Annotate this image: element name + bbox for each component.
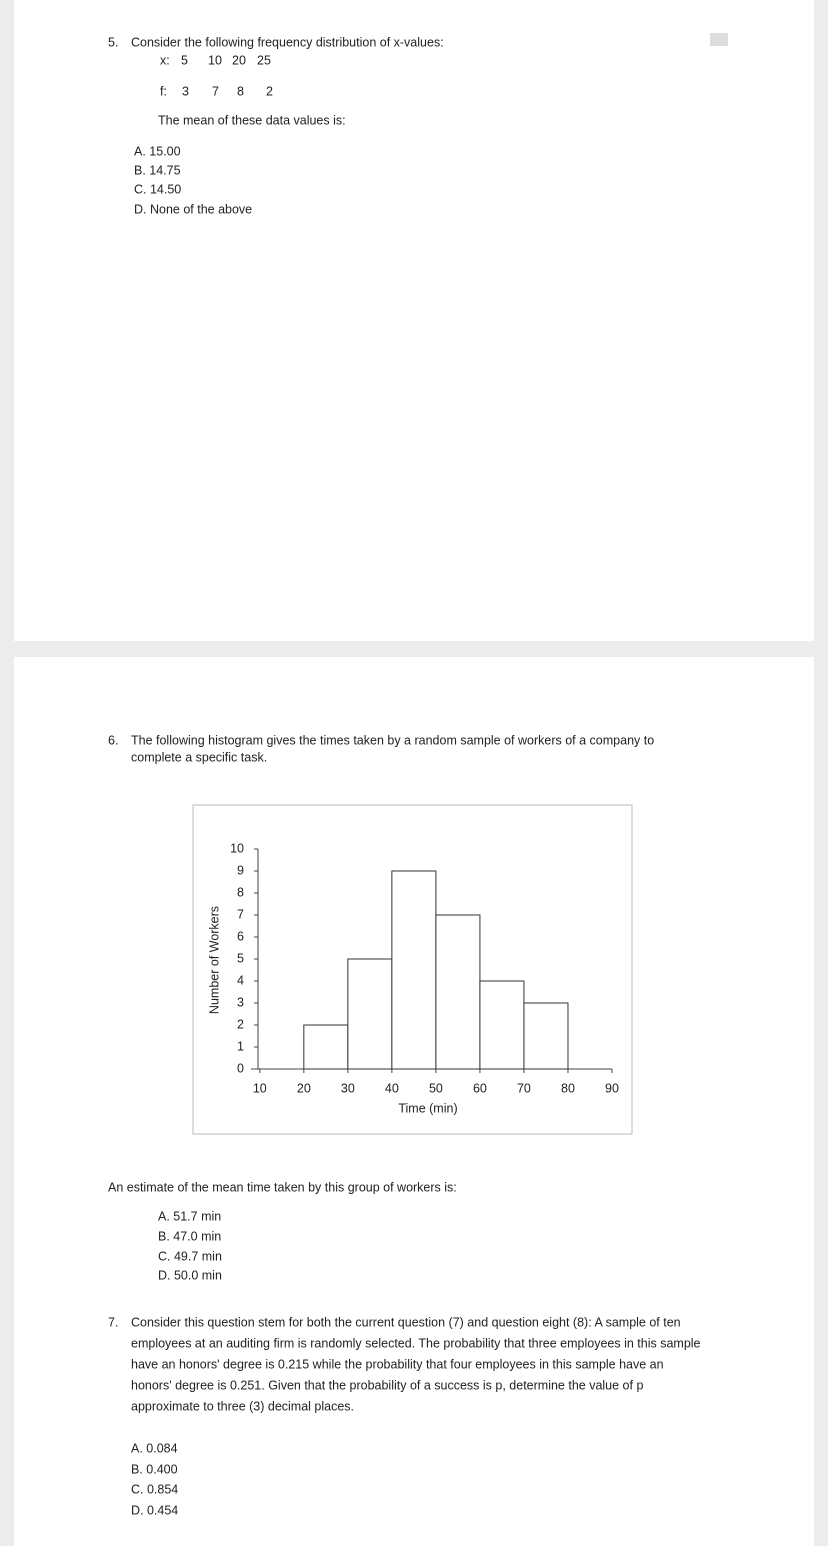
x-tick-label: 30 — [341, 1081, 355, 1095]
question-stem: have an honors' degree is 0.215 while th… — [131, 1357, 664, 1371]
bar — [347, 958, 393, 1070]
table-cell: 10 — [208, 53, 222, 67]
question-stem: employees at an auditing firm is randoml… — [131, 1336, 701, 1350]
option: D. 50.0 min — [158, 1268, 222, 1282]
bar — [303, 1024, 349, 1070]
question-stem: Consider this question stem for both the… — [131, 1315, 681, 1329]
option: B. 47.0 min — [158, 1229, 221, 1243]
table-cell: 5 — [181, 53, 188, 67]
x-tick-label: 40 — [385, 1081, 399, 1095]
question-stem: The following histogram gives the times … — [131, 733, 654, 747]
x-tick-label: 60 — [473, 1081, 487, 1095]
table-cell: f: — [160, 84, 167, 98]
question-stem: approximate to three (3) decimal places. — [131, 1399, 354, 1413]
icon — [710, 33, 728, 46]
bar — [435, 914, 481, 1070]
table-cell: 7 — [212, 84, 219, 98]
table-cell: 8 — [237, 84, 244, 98]
y-tick-label: 4 — [237, 973, 244, 987]
x-tick-label: 50 — [429, 1081, 443, 1095]
y-tick-label: 0 — [237, 1061, 244, 1075]
option: C. 49.7 min — [158, 1249, 222, 1263]
table-cell: 25 — [257, 53, 271, 67]
option: A. 51.7 min — [158, 1209, 221, 1223]
x-tick-label: 80 — [561, 1081, 575, 1095]
bar — [479, 980, 525, 1070]
option: C. 0.854 — [131, 1482, 178, 1496]
y-tick-label: 10 — [230, 841, 244, 855]
option: D. None of the above — [134, 202, 252, 216]
question-stem: honors' degree is 0.251. Given that the … — [131, 1378, 643, 1392]
table-cell: 3 — [182, 84, 189, 98]
y-tick-label: 1 — [237, 1039, 244, 1053]
table-cell: 20 — [232, 53, 246, 67]
question-stem: Consider the following frequency distrib… — [131, 35, 444, 49]
card — [14, 0, 814, 641]
table-cell: x: — [160, 53, 170, 67]
bar — [523, 1002, 569, 1070]
option: C. 14.50 — [134, 182, 181, 196]
option: A. 0.084 — [131, 1441, 178, 1455]
bar — [391, 870, 437, 1070]
y-tick-label: 8 — [237, 885, 244, 899]
y-tick-label: 6 — [237, 929, 244, 943]
x-tick-label: 70 — [517, 1081, 531, 1095]
x-tick-label: 10 — [253, 1081, 267, 1095]
y-tick-label: 5 — [237, 951, 244, 965]
question-number: 7. — [108, 1315, 118, 1329]
question-stem: complete a specific task. — [131, 750, 267, 764]
x-tick-label: 20 — [297, 1081, 311, 1095]
table-cell: 2 — [266, 84, 273, 98]
option: A. 15.00 — [134, 144, 181, 158]
y-axis-label: Number of Workers — [207, 906, 221, 1014]
x-axis-label: Time (min) — [398, 1101, 457, 1115]
option: B. 14.75 — [134, 163, 181, 177]
y-tick-label: 7 — [237, 907, 244, 921]
y-tick-label: 9 — [237, 863, 244, 877]
question-number: 5. — [108, 35, 118, 49]
option: B. 0.400 — [131, 1462, 178, 1476]
y-tick-label: 3 — [237, 995, 244, 1009]
option: D. 0.454 — [131, 1503, 178, 1517]
x-tick-label: 90 — [605, 1081, 619, 1095]
question-prompt: The mean of these data values is: — [158, 113, 346, 127]
question-prompt: An estimate of the mean time taken by th… — [108, 1180, 457, 1194]
y-tick-label: 2 — [237, 1017, 244, 1031]
question-number: 6. — [108, 733, 118, 747]
